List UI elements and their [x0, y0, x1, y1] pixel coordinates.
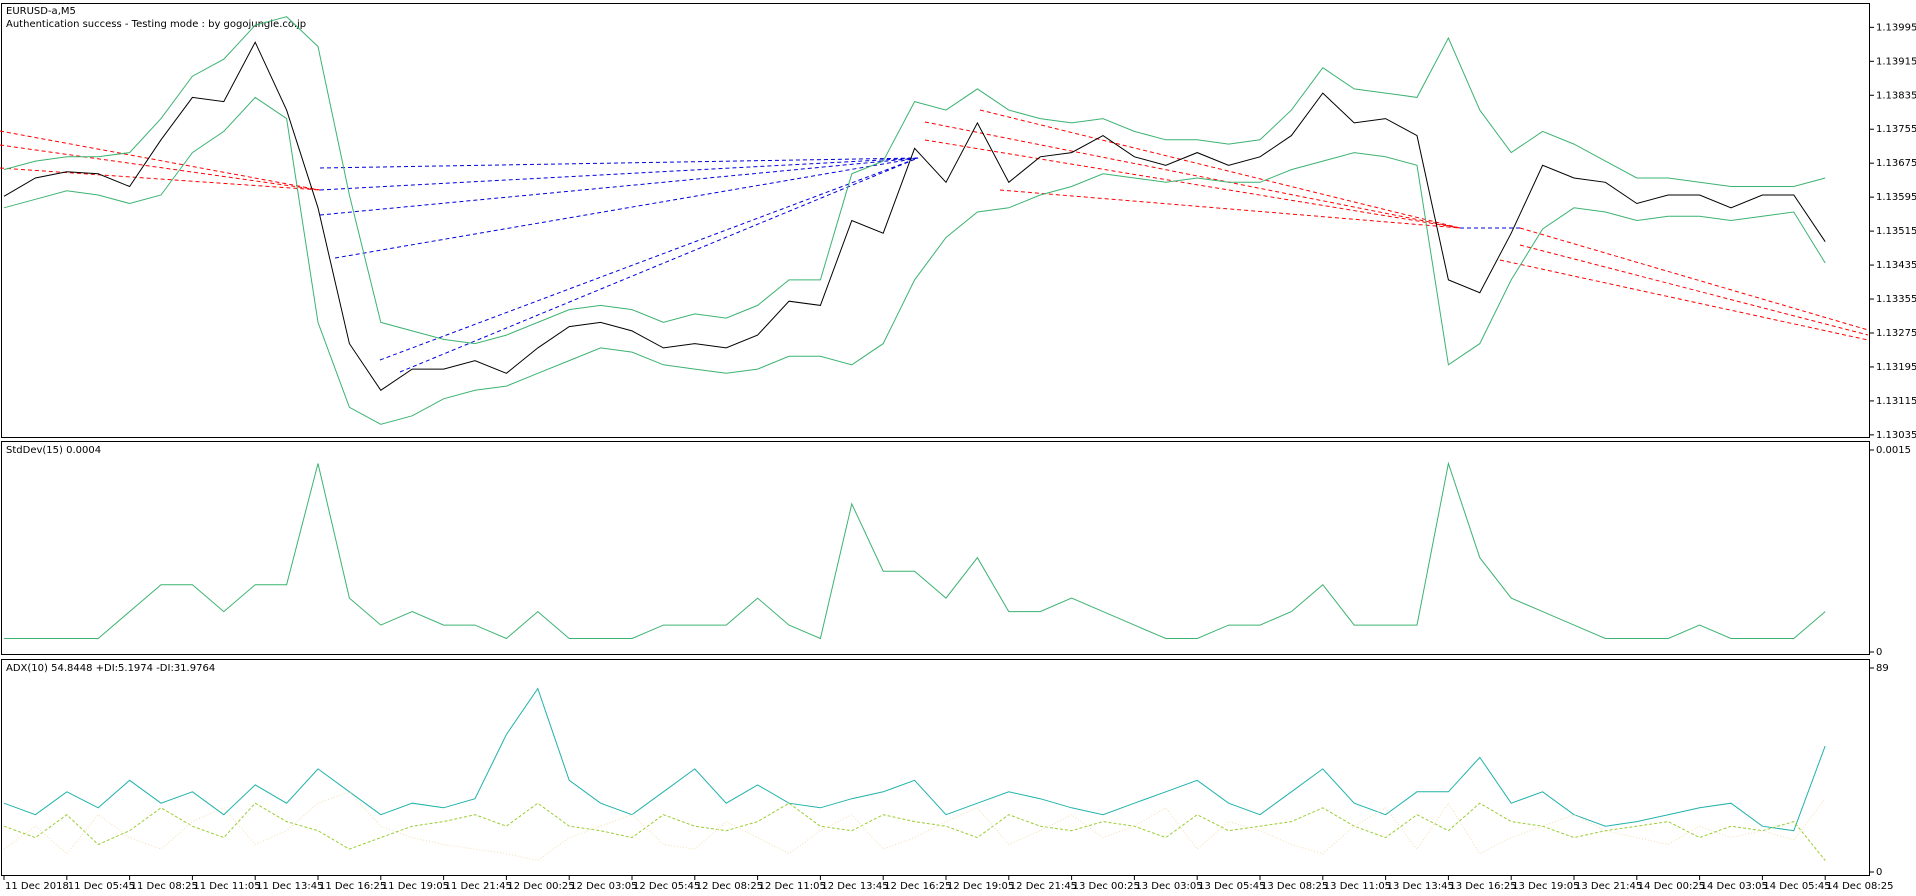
x-tick-label: 11 Dec 05:45: [68, 881, 135, 892]
trend-line: [319, 157, 919, 216]
trend-line: [334, 157, 919, 259]
x-tick-label: 13 Dec 08:25: [1261, 881, 1328, 892]
price-pane: [1, 3, 1870, 438]
trend-line: [399, 157, 919, 373]
x-tick-label: 13 Dec 16:25: [1449, 881, 1516, 892]
series-line: [3, 802, 1826, 861]
adx-pane: [1, 659, 1870, 876]
x-tick-label: 12 Dec 21:45: [1010, 881, 1077, 892]
y-tick-label: 1.13035: [1876, 430, 1916, 441]
x-tick-label: 13 Dec 05:45: [1198, 881, 1265, 892]
x-tick-label: 13 Dec 00:25: [1073, 881, 1140, 892]
series-line: [3, 16, 1826, 345]
x-tick-label: 13 Dec 21:45: [1575, 881, 1642, 892]
trend-line: [319, 157, 919, 191]
y-tick-label: 1.13995: [1876, 22, 1916, 33]
x-tick-label: 11 Dec 21:45: [445, 881, 512, 892]
trend-line: [379, 157, 919, 361]
trend-lines: [0, 109, 1869, 373]
trend-line: [924, 139, 1461, 229]
x-tick-label: 11 Dec 2018: [5, 881, 69, 892]
y-tick-label: 1.13435: [1876, 260, 1916, 271]
indicator-title: ADX(10) 54.8448 +DI:5.1974 -DI:31.9764: [6, 663, 215, 674]
x-tick-label: 11 Dec 11:05: [193, 881, 260, 892]
x-tick-label: 14 Dec 08:25: [1826, 881, 1893, 892]
x-tick-label: 13 Dec 19:05: [1512, 881, 1579, 892]
x-tick-label: 12 Dec 13:45: [821, 881, 888, 892]
trend-line: [0, 130, 321, 191]
trend-line: [0, 167, 321, 191]
y-tick-label: 1.13355: [1876, 294, 1916, 305]
chart-subtitle: Authentication success - Testing mode : …: [6, 19, 306, 30]
y-tick-label: 0.0015: [1876, 445, 1911, 456]
x-tick-label: 11 Dec 08:25: [131, 881, 198, 892]
y-tick-label: 89: [1876, 663, 1889, 674]
y-tick-label: 1.13195: [1876, 362, 1916, 373]
y-tick-label: 1.13915: [1876, 56, 1916, 67]
x-tick-label: 12 Dec 11:05: [759, 881, 826, 892]
y-tick-label: 0: [1876, 867, 1882, 878]
x-tick-label: 11 Dec 19:05: [382, 881, 449, 892]
x-tick-label: 12 Dec 08:25: [696, 881, 763, 892]
x-tick-label: 13 Dec 03:05: [1135, 881, 1202, 892]
trend-line: [0, 144, 321, 191]
trend-line: [319, 157, 919, 169]
x-tick-label: 12 Dec 19:05: [947, 881, 1014, 892]
x-tick-label: 13 Dec 11:05: [1324, 881, 1391, 892]
x-tick-label: 12 Dec 03:05: [570, 881, 637, 892]
x-tick-label: 14 Dec 05:45: [1763, 881, 1830, 892]
y-tick-label: 1.13755: [1876, 124, 1916, 135]
x-tick-label: 14 Dec 00:25: [1638, 881, 1705, 892]
x-tick-label: 11 Dec 13:45: [256, 881, 323, 892]
y-tick-label: 1.13515: [1876, 226, 1916, 237]
series-line: [3, 687, 1826, 832]
series-line: [3, 96, 1826, 425]
x-tick-label: 12 Dec 16:25: [884, 881, 951, 892]
x-tick-label: 13 Dec 13:45: [1387, 881, 1454, 892]
trend-line: [979, 109, 1461, 229]
trend-line: [1519, 244, 1869, 336]
series-line: [3, 41, 1826, 391]
indicator-title: StdDev(15) 0.0004: [6, 445, 101, 456]
y-tick-label: 1.13675: [1876, 158, 1916, 169]
x-tick-label: 11 Dec 16:25: [319, 881, 386, 892]
series-line: [4, 461, 1826, 640]
y-tick-label: 1.13115: [1876, 396, 1916, 407]
x-tick-label: 14 Dec 03:05: [1701, 881, 1768, 892]
y-tick-label: 1.13835: [1876, 90, 1916, 101]
series-line: [3, 791, 1826, 862]
y-tick-label: 0: [1876, 647, 1882, 658]
trend-line: [1519, 227, 1869, 331]
y-tick-label: 1.13275: [1876, 328, 1916, 339]
chart-title: EURUSD-a,M5: [6, 6, 76, 17]
x-tick-label: 12 Dec 00:25: [507, 881, 574, 892]
y-tick-label: 1.13595: [1876, 192, 1916, 203]
stddev-pane: [1, 441, 1870, 655]
x-tick-label: 12 Dec 05:45: [633, 881, 700, 892]
